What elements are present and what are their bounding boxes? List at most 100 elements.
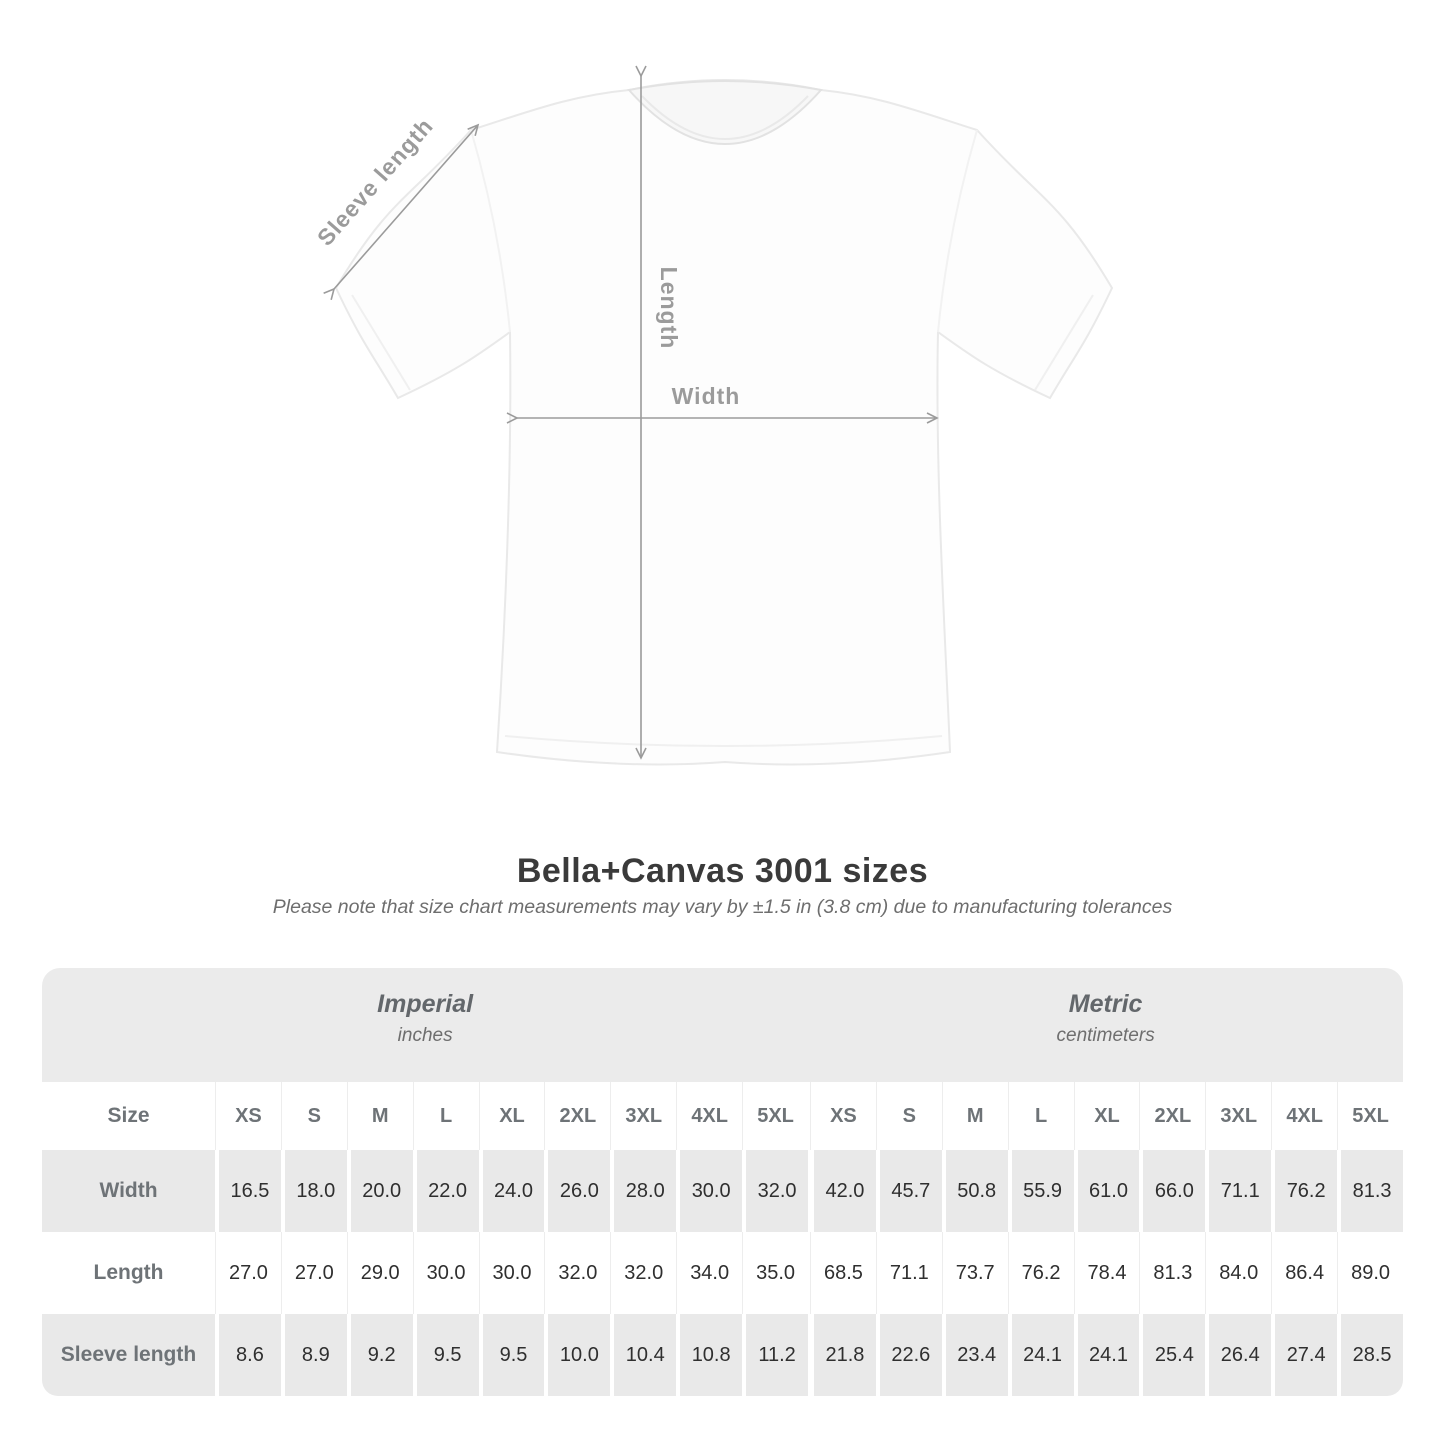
width-metric-5xl: 81.3 <box>1337 1150 1403 1232</box>
row-label-width: Width <box>42 1150 215 1232</box>
imperial-col-header-2xl: 2XL <box>544 1082 610 1150</box>
metric-col-header-l: L <box>1007 1082 1074 1150</box>
sleeve-length-metric-3xl: 26.4 <box>1205 1314 1272 1396</box>
length-metric-xl: 78.4 <box>1073 1232 1140 1314</box>
imperial-header-title: Imperial <box>377 990 474 1018</box>
tshirt-body <box>334 79 1114 766</box>
sleeve-length-arrow <box>323 123 480 301</box>
metric-col-header-m: M <box>941 1082 1008 1150</box>
metric-header: Metric centimeters <box>808 968 1403 1082</box>
length-metric-2xl: 81.3 <box>1139 1232 1205 1314</box>
length-metric-3xl: 84.0 <box>1205 1232 1271 1314</box>
metric-col-header-3xl: 3XL <box>1205 1082 1271 1150</box>
collar <box>627 80 823 145</box>
width-metric-2xl: 66.0 <box>1139 1150 1206 1232</box>
imperial-col-header-m: M <box>346 1082 413 1150</box>
column-group-divider <box>807 1150 810 1232</box>
imperial-col-header-3xl: 3XL <box>610 1082 676 1150</box>
sleeve-length-metric-4xl: 27.4 <box>1271 1314 1338 1396</box>
collar-rib-line <box>641 95 809 140</box>
width-metric-s: 45.7 <box>875 1150 942 1232</box>
width-imperial-l: 22.0 <box>412 1150 479 1232</box>
width-imperial-xs: 16.5 <box>215 1150 281 1232</box>
metric-header-title: Metric <box>1068 990 1143 1018</box>
column-group-divider <box>807 1314 810 1396</box>
metric-col-header-5xl: 5XL <box>1337 1082 1403 1150</box>
imperial-header-unit: inches <box>397 1025 453 1046</box>
sleeve-length-imperial-5xl: 11.2 <box>742 1314 808 1396</box>
length-imperial-4xl: 34.0 <box>676 1232 742 1314</box>
length-metric-m: 73.7 <box>941 1232 1008 1314</box>
tshirt-image <box>334 79 1114 766</box>
imperial-col-header-l: L <box>412 1082 479 1150</box>
sleeve-length-metric-l: 24.1 <box>1007 1314 1074 1396</box>
length-metric-xs: 68.5 <box>809 1232 876 1314</box>
sleeve-length-metric-xl: 24.1 <box>1073 1314 1140 1396</box>
metric-col-header-4xl: 4XL <box>1271 1082 1337 1150</box>
page-title: Bella+Canvas 3001 sizes <box>516 852 929 890</box>
right-armhole-seam <box>937 129 978 333</box>
imperial-col-header-4xl: 4XL <box>676 1082 742 1150</box>
metric-col-header-2xl: 2XL <box>1139 1082 1205 1150</box>
sleeve-length-imperial-s: 8.9 <box>280 1314 347 1396</box>
metric-col-header-xl: XL <box>1073 1082 1140 1150</box>
size-table-grid: Size XS S M L XL 2XL 3XL 4XL 5XL XS S M L XL 2XL 3XL 4XL 5… <box>42 1082 1403 1396</box>
length-imperial-5xl: 35.0 <box>742 1232 808 1314</box>
length-imperial-xl: 30.0 <box>478 1232 545 1314</box>
metric-header-unit: centimeters <box>1056 1025 1155 1046</box>
metric-col-header-s: S <box>875 1082 942 1150</box>
measurement-annotations <box>323 65 939 760</box>
width-label: Width <box>672 383 741 409</box>
width-imperial-3xl: 28.0 <box>610 1150 677 1232</box>
sleeve-length-imperial-4xl: 10.8 <box>676 1314 743 1396</box>
length-imperial-xs: 27.0 <box>215 1232 281 1314</box>
row-label-length: Length <box>93 1261 164 1284</box>
width-metric-l: 55.9 <box>1007 1150 1074 1232</box>
metric-col-header-xs: XS <box>809 1082 876 1150</box>
width-metric-xs: 42.0 <box>809 1150 876 1232</box>
imperial-header: Imperial inches <box>42 968 808 1082</box>
sleeve-length-imperial-xl: 9.5 <box>478 1314 545 1396</box>
sleeve-length-imperial-2xl: 10.0 <box>544 1314 611 1396</box>
left-cuff-stitch <box>351 294 411 391</box>
column-group-divider <box>807 1232 810 1314</box>
length-imperial-l: 30.0 <box>412 1232 479 1314</box>
length-imperial-2xl: 32.0 <box>544 1232 610 1314</box>
width-imperial-s: 18.0 <box>280 1150 347 1232</box>
width-imperial-xl: 24.0 <box>478 1150 545 1232</box>
imperial-col-header-xs: XS <box>215 1082 281 1150</box>
imperial-col-header-s: S <box>280 1082 347 1150</box>
sleeve-length-imperial-3xl: 10.4 <box>610 1314 677 1396</box>
imperial-col-header-xl: XL <box>478 1082 545 1150</box>
size-column-header: Size <box>107 1104 150 1127</box>
length-metric-l: 76.2 <box>1007 1232 1074 1314</box>
width-imperial-2xl: 26.0 <box>544 1150 611 1232</box>
size-table: Imperial inches Metric centimeters Size X… <box>42 968 1403 1396</box>
sleeve-length-imperial-m: 9.2 <box>346 1314 413 1396</box>
width-imperial-5xl: 32.0 <box>742 1150 808 1232</box>
sleeve-length-imperial-xs: 8.6 <box>215 1314 281 1396</box>
length-metric-5xl: 89.0 <box>1337 1232 1403 1314</box>
hem-stitch <box>504 735 943 747</box>
sleeve-length-metric-m: 23.4 <box>941 1314 1008 1396</box>
width-metric-xl: 61.0 <box>1073 1150 1140 1232</box>
width-imperial-m: 20.0 <box>346 1150 413 1232</box>
length-imperial-3xl: 32.0 <box>610 1232 676 1314</box>
table-header-band: Imperial inches Metric centimeters <box>42 968 1403 1082</box>
width-metric-m: 50.8 <box>941 1150 1008 1232</box>
page-subtitle: Please note that size chart measurements… <box>272 896 1173 918</box>
tshirt-size-diagram: Sleeve length Length Width <box>312 65 1114 766</box>
width-metric-3xl: 71.1 <box>1205 1150 1272 1232</box>
sleeve-length-metric-xs: 21.8 <box>809 1314 876 1396</box>
length-metric-s: 71.1 <box>875 1232 942 1314</box>
sleeve-length-metric-s: 22.6 <box>875 1314 942 1396</box>
sleeve-length-metric-5xl: 28.5 <box>1337 1314 1403 1396</box>
width-imperial-4xl: 30.0 <box>676 1150 743 1232</box>
length-imperial-m: 29.0 <box>346 1232 413 1314</box>
imperial-col-header-5xl: 5XL <box>742 1082 808 1150</box>
length-metric-4xl: 86.4 <box>1271 1232 1337 1314</box>
width-metric-4xl: 76.2 <box>1271 1150 1338 1232</box>
length-imperial-s: 27.0 <box>280 1232 347 1314</box>
sleeve-length-metric-2xl: 25.4 <box>1139 1314 1206 1396</box>
sleeve-length-imperial-l: 9.5 <box>412 1314 479 1396</box>
